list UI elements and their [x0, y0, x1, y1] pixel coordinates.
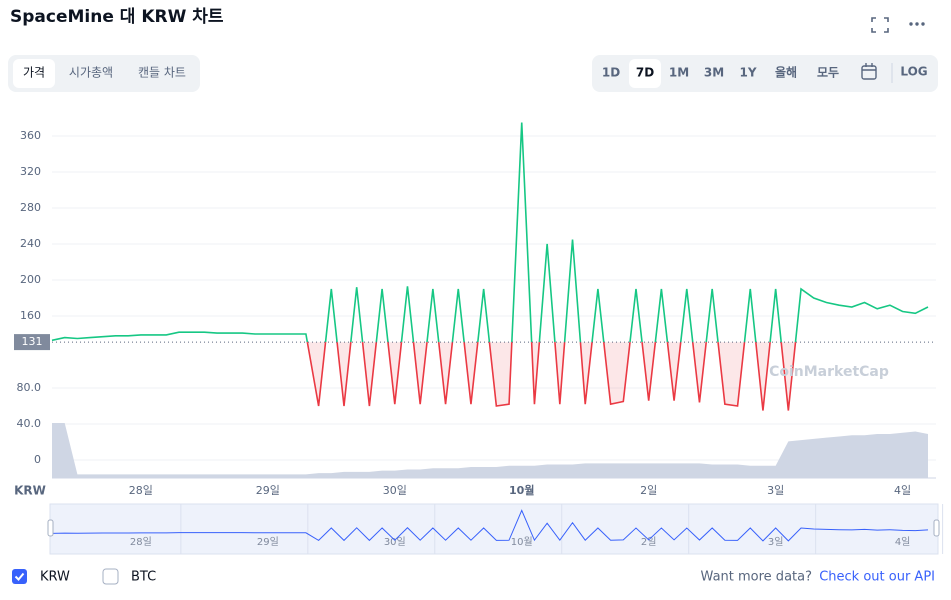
api-link[interactable]: Check out our API: [819, 570, 935, 585]
navigator-label: 3일: [768, 536, 784, 548]
tab-group: [8, 55, 200, 92]
more-icon[interactable]: [909, 22, 925, 26]
range[interactable]: 7D: [636, 66, 654, 80]
range[interactable]: 모두: [817, 66, 839, 80]
tab[interactable]: 가격: [23, 66, 45, 80]
volume-area: [52, 423, 928, 478]
range[interactable]: 1Y: [739, 66, 756, 80]
y-tick-label: 80.0: [17, 381, 42, 394]
legend-item[interactable]: BTC: [131, 570, 156, 585]
range[interactable]: 1M: [669, 66, 689, 80]
navigator-handle: [47, 519, 54, 537]
y-tick-label: 280: [20, 201, 41, 214]
navigator-label: 10월: [511, 536, 533, 548]
navigator-label: 30일: [384, 536, 406, 548]
navigator[interactable]: [49, 503, 939, 555]
navigator-label: 29일: [257, 536, 279, 548]
navigator-layer: 28일 29일 30일 10월 2일 3일 4일: [47, 504, 944, 554]
y-tick-label: 40.0: [17, 417, 42, 430]
tab[interactable]: 시가총액: [69, 66, 113, 80]
price-line-above: [51, 122, 929, 343]
range[interactable]: 3M: [704, 66, 724, 80]
checkbox[interactable]: [102, 568, 119, 585]
y-tick-label: 320: [20, 165, 41, 178]
tab[interactable]: 캔들 차트: [138, 66, 186, 80]
plot-layer: 131: [14, 122, 936, 411]
x-tick-label: 4일: [894, 483, 911, 497]
baseline-tag: [14, 334, 50, 351]
x-tick-label: 2일: [640, 483, 657, 497]
volume-layer: [52, 423, 928, 478]
y-tick-label: 360: [20, 129, 41, 142]
navigator-label: 4일: [895, 536, 911, 548]
navigator-label: 28일: [130, 536, 152, 548]
fullscreen-icon[interactable]: [871, 17, 889, 33]
footer-text: Want more data?: [701, 570, 812, 585]
y-tick-label: 200: [20, 273, 41, 286]
x-tick-label: 28일: [129, 483, 153, 497]
x-tick-label: 3일: [767, 483, 784, 497]
calendar-icon[interactable]: [861, 63, 877, 80]
y-tick-label: 240: [20, 237, 41, 250]
baseline-label: 131: [22, 335, 43, 348]
range[interactable]: 올해: [775, 66, 797, 80]
grid: 0 40.0 80.0 160 200 240 280 320 360 28일 29일 30일 10월 2…: [17, 129, 936, 497]
range[interactable]: 1D: [602, 66, 620, 80]
price-line-below: [306, 342, 797, 411]
y-tick-label: 0: [34, 453, 41, 466]
y-tick-label: 160: [20, 309, 41, 322]
navigator-handle: [933, 519, 940, 537]
navigator-line: [51, 509, 929, 542]
legend-item[interactable]: KRW: [40, 570, 70, 585]
x-tick-label: 29일: [256, 483, 280, 497]
x-tick-label: 10월: [509, 483, 534, 497]
tab-active: [13, 59, 55, 88]
check: [14, 572, 25, 581]
navigator-label: 2일: [641, 536, 657, 548]
checkbox-checked[interactable]: [12, 569, 27, 584]
chart-title: SpaceMine 대 KRW 차트: [10, 7, 224, 27]
currency-label: KRW: [14, 484, 46, 498]
watermark: CoinMarketCap: [769, 364, 889, 380]
range-group: [592, 55, 938, 92]
log-toggle[interactable]: LOG: [900, 65, 927, 79]
range-active: [629, 59, 661, 88]
x-tick-label: 30일: [383, 483, 407, 497]
